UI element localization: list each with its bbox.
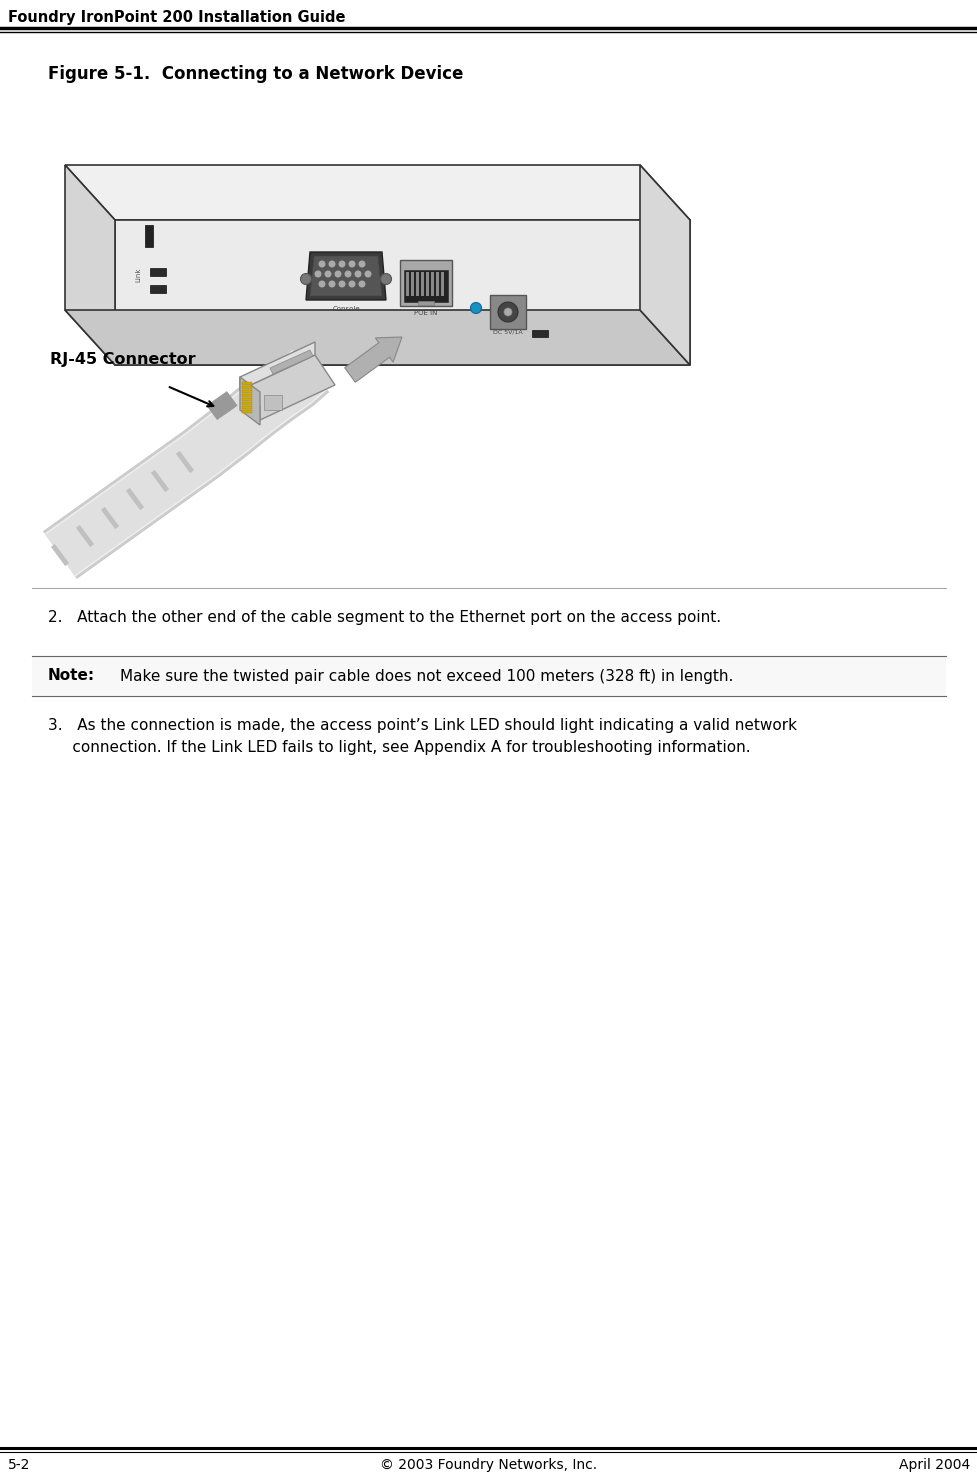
Circle shape [380,273,391,285]
Polygon shape [270,350,313,374]
Bar [420,271,424,297]
Circle shape [359,261,364,267]
Bar [404,270,447,303]
Text: © 2003 Foundry Networks, Inc.: © 2003 Foundry Networks, Inc. [380,1458,597,1473]
Circle shape [503,308,512,316]
Polygon shape [64,310,690,365]
Polygon shape [239,377,260,420]
Text: RJ-45 Connector: RJ-45 Connector [50,351,195,366]
Circle shape [319,261,324,267]
Circle shape [335,271,340,277]
Circle shape [329,282,334,286]
Text: 3.   As the connection is made, the access point’s Link LED should light indicat: 3. As the connection is made, the access… [48,718,796,733]
Polygon shape [306,252,386,300]
Circle shape [470,303,481,313]
Bar [264,394,281,409]
Bar [149,285,166,294]
Bar [417,301,434,305]
Bar [241,386,252,389]
Bar [149,268,166,276]
Text: Note:: Note: [48,669,95,684]
Circle shape [364,271,370,277]
Polygon shape [115,219,690,365]
Circle shape [355,271,361,277]
Polygon shape [239,343,315,390]
Circle shape [349,282,355,286]
Polygon shape [239,377,260,426]
Bar [415,271,418,297]
Polygon shape [310,257,382,297]
Text: Figure 5-1.  Connecting to a Network Device: Figure 5-1. Connecting to a Network Devi… [48,65,463,83]
Circle shape [325,271,330,277]
Bar [400,260,451,305]
Bar [431,271,434,297]
Bar [241,409,252,412]
Bar [32,655,945,696]
Text: Foundry IronPoint 200 Installation Guide: Foundry IronPoint 200 Installation Guide [8,10,345,25]
Bar [241,383,252,384]
Bar [241,406,252,408]
Bar [531,331,547,337]
Text: Console: Console [332,305,360,311]
Polygon shape [64,165,115,365]
Circle shape [359,282,364,286]
Text: Link: Link [135,268,141,282]
Polygon shape [639,165,690,365]
Text: 5-2: 5-2 [8,1458,30,1473]
Bar [436,271,439,297]
Circle shape [339,261,345,267]
Bar [241,397,252,400]
Circle shape [300,273,312,285]
Polygon shape [64,165,690,219]
Bar [405,271,408,297]
FancyArrow shape [344,337,402,383]
Circle shape [315,271,320,277]
Bar [241,394,252,396]
Polygon shape [239,354,335,420]
Bar [410,271,413,297]
Text: Make sure the twisted pair cable does not exceed 100 meters (328 ft) in length.: Make sure the twisted pair cable does no… [120,669,733,684]
Bar [426,271,429,297]
Text: 2.   Attach the other end of the cable segment to the Ethernet port on the acces: 2. Attach the other end of the cable seg… [48,610,720,624]
Bar [441,271,444,297]
Bar [145,225,152,248]
Circle shape [345,271,351,277]
Text: connection. If the Link LED fails to light, see Appendix A for troubleshooting i: connection. If the Link LED fails to lig… [48,740,750,755]
Bar [489,295,526,329]
Circle shape [339,282,345,286]
Text: POE IN: POE IN [414,310,438,316]
Bar [241,402,252,405]
Circle shape [497,303,518,322]
Circle shape [329,261,334,267]
Text: April 2004: April 2004 [898,1458,969,1473]
Circle shape [349,261,355,267]
Circle shape [319,282,324,286]
Text: DC 5V/1A: DC 5V/1A [492,331,523,335]
Bar [241,390,252,393]
